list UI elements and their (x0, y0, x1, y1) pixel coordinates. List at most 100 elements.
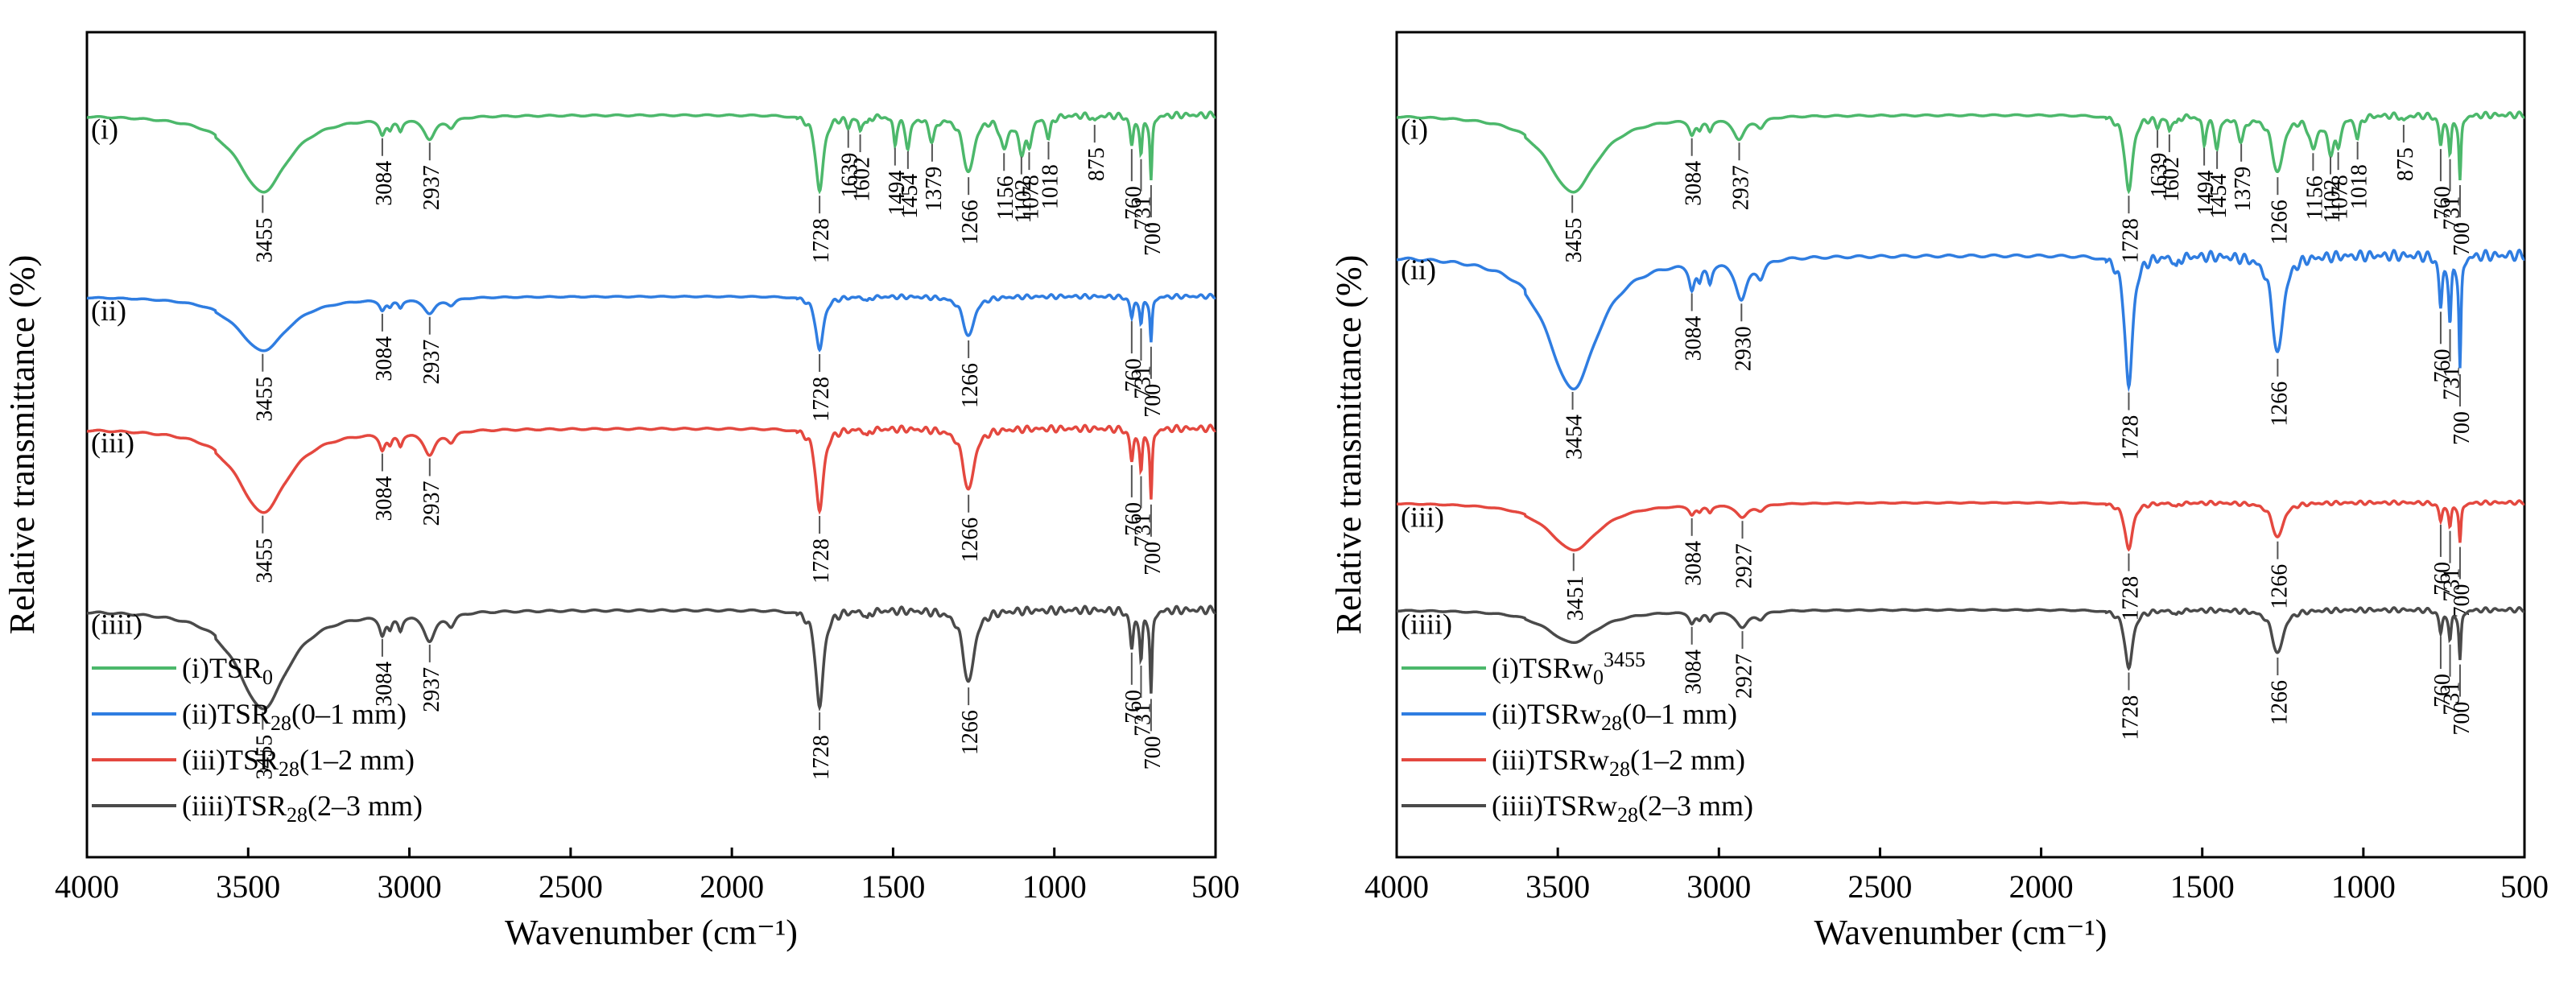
band-label: 2930 (1731, 326, 1756, 371)
band-label: 2937 (1729, 165, 1754, 210)
legend-label: (iii)TSRw28(1–2 mm) (1492, 744, 1745, 781)
band-label: 2937 (419, 340, 444, 385)
spectrum-line (86, 604, 1216, 712)
band-label: 3455 (252, 538, 277, 584)
series-label: (iii) (91, 427, 134, 459)
band-label: 1728 (2118, 218, 2143, 263)
band-label: 1266 (2267, 200, 2292, 245)
spectrum-line (86, 110, 1216, 195)
legend-label: (iiii)TSRw28(2–3 mm) (1492, 790, 1753, 827)
band-label: 1639 (838, 153, 863, 198)
series-label: (iiii) (1401, 608, 1452, 641)
x-tick-label: 3500 (1525, 868, 1590, 905)
band-label: 1266 (958, 518, 983, 563)
x-tick-label: 4000 (55, 868, 119, 905)
band-label: 1266 (2267, 382, 2292, 427)
band-label: 760 (2430, 349, 2455, 382)
band-label: 875 (1084, 147, 1109, 181)
band-label: 1078 (1018, 175, 1043, 220)
band-label: 3455 (252, 218, 277, 263)
band-label: 760 (1121, 690, 1146, 724)
band-label: 700 (2450, 222, 2475, 256)
x-tick-label: 1500 (2170, 868, 2235, 905)
x-tick-label: 2500 (539, 868, 603, 905)
spectrum-line (1397, 499, 2525, 552)
band-label: 1102 (1011, 179, 1036, 224)
x-axis-label: Wavenumber (cm⁻¹) (505, 913, 798, 952)
chart-panel-left: 4000 3500 3000 2500 2000 1500 1000 500 Wavenumbe… (2, 31, 1240, 952)
band-label: 1266 (958, 200, 983, 245)
band-label: 1728 (2118, 415, 2143, 460)
band-label: 700 (1141, 542, 1166, 575)
y-axis-label: Relative transmittance (%) (2, 255, 42, 635)
band-label: 760 (1121, 358, 1146, 392)
band-label: 3084 (1682, 161, 1707, 206)
x-tick-label: 1000 (2331, 868, 2396, 905)
x-tick-label: 1000 (1022, 868, 1087, 905)
band-label: 3084 (372, 336, 397, 382)
band-label: 3451 (1563, 575, 1588, 621)
x-axis-label: Wavenumber (cm⁻¹) (1814, 913, 2107, 952)
x-tick-label: 3000 (378, 868, 442, 905)
band-label: 1018 (1038, 164, 1063, 209)
band-label: 3084 (372, 161, 397, 206)
x-tick-label: 500 (1191, 868, 1240, 905)
band-label: 3084 (372, 476, 397, 522)
series-label: (ii) (91, 295, 126, 327)
x-tick-label: 500 (2500, 868, 2549, 905)
band-label: 1266 (958, 363, 983, 408)
y-axis-label: Relative transmittance (%) (1329, 255, 1368, 635)
band-label: 1602 (2159, 157, 2184, 202)
band-label: 760 (1121, 186, 1146, 220)
band-label: 1266 (958, 710, 983, 755)
band-label: 1454 (2207, 174, 2231, 219)
band-label: 1494 (2194, 171, 2219, 216)
series-label: (ii) (1401, 254, 1436, 286)
band-label: 3455 (1562, 218, 1587, 263)
band-label: 1728 (809, 538, 834, 584)
band-label: 2937 (419, 481, 444, 526)
band-label: 1156 (993, 175, 1018, 220)
series-label: (i) (1401, 113, 1428, 146)
x-tick-label: 2500 (1847, 868, 1912, 905)
band-label: 1266 (2267, 680, 2292, 725)
band-label: 760 (1121, 502, 1146, 536)
band-label: 1728 (2118, 695, 2143, 740)
legend-label: (i)TSR0 (182, 652, 273, 689)
band-label: 1266 (2267, 564, 2292, 609)
band-label: 760 (2430, 186, 2455, 220)
legend-label: (ii)TSRw28(0–1 mm) (1492, 698, 1737, 735)
spectrum-line (86, 423, 1216, 515)
band-label: 3084 (1682, 650, 1707, 695)
band-label: 1728 (809, 377, 834, 422)
spectrum-line (86, 292, 1216, 353)
spectrum-line (1397, 605, 2525, 671)
x-tick-label: 1500 (861, 868, 925, 905)
legend-label: (i)TSRw03455 (1492, 648, 1645, 689)
band-label: 1379 (922, 167, 947, 212)
band-label: 3454 (1563, 415, 1587, 460)
band-label: 700 (2450, 411, 2475, 445)
band-label: 1102 (2320, 179, 2345, 224)
chart-panel-right: 4000 3500 3000 2500 2000 1500 1000 500 Wavenumbe… (1329, 31, 2549, 952)
x-tick-label: 3000 (1686, 868, 1751, 905)
band-label: 2927 (1732, 543, 1757, 588)
legend-label: (iii)TSR28(1–2 mm) (182, 744, 415, 781)
plot-frame (85, 31, 1217, 859)
band-label: 3084 (1682, 316, 1707, 361)
band-label: 760 (2430, 562, 2455, 596)
band-label: 2937 (419, 667, 444, 712)
band-label: 1728 (809, 735, 834, 780)
band-label: 760 (2430, 674, 2455, 707)
band-label: 1728 (2118, 576, 2143, 621)
band-label: 1728 (809, 218, 834, 263)
band-label: 700 (2450, 702, 2475, 736)
band-label: 1379 (2231, 167, 2256, 212)
band-label: 2927 (1732, 654, 1757, 699)
plot-frame (1395, 31, 2526, 859)
band-label: 700 (1141, 222, 1166, 256)
band-label: 1639 (2147, 153, 2172, 198)
legend-label: (ii)TSR28(0–1 mm) (182, 698, 407, 735)
legend-label: (iiii)TSR28(2–3 mm) (182, 790, 423, 827)
